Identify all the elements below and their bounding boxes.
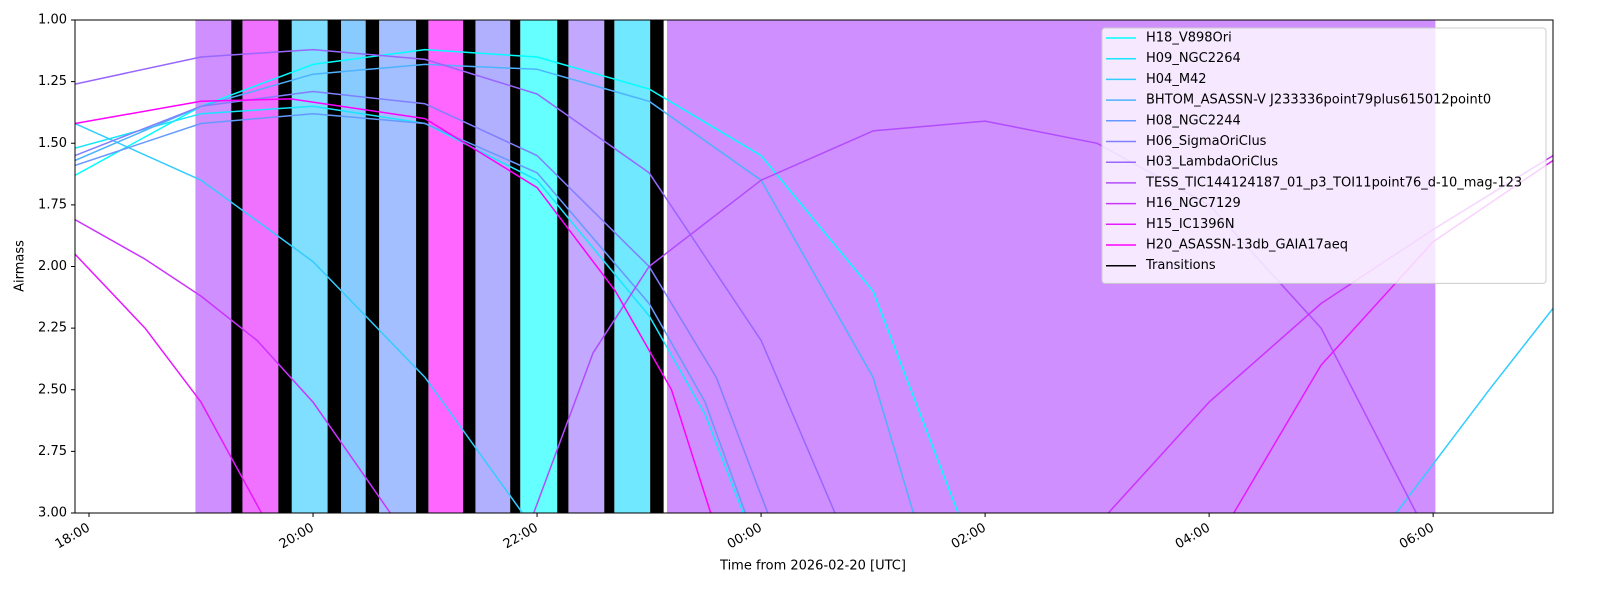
x-tick-label: 18:00 [53,521,93,553]
span [475,20,511,513]
legend-label: H04_M42 [1146,72,1207,87]
legend: H18_V898Ori H09_NGC2264 H04_M42 BHTOM_ASASS… [1101,27,1547,284]
series-line [75,48,959,513]
transition [416,20,429,513]
x-axis-label: Time from 2026-02-20 [UTC] [719,559,906,574]
y-tick-label: 3.00 [38,506,67,521]
x-tick-label: 00:00 [725,521,765,553]
series-line [75,122,1553,513]
x-tick-label: 06:00 [1397,521,1437,553]
series-line [75,105,744,513]
span [195,20,232,513]
y-tick-label: 2.75 [38,444,67,459]
transition [231,20,243,513]
span [614,20,651,513]
series-line [75,90,769,513]
y-tick-label: 2.25 [38,321,67,336]
y-axis-label: Airmass [13,240,28,292]
span [568,20,605,513]
span [341,20,366,513]
transition [650,20,664,513]
span [520,20,558,513]
legend-label: H20_ASASSN-13db_GAIA17aeq [1146,238,1348,253]
legend-label: BHTOM_ASASSN-V J233336point79plus615012p… [1146,93,1491,108]
span [428,20,464,513]
x-tick-label: 04:00 [1173,521,1213,553]
transition [557,20,569,513]
legend-label: Transitions [1145,258,1216,273]
legend-label: H09_NGC2264 [1146,51,1241,66]
span [379,20,417,513]
transition [327,20,342,513]
x-tick-label: 20:00 [277,521,317,553]
x-tick-label: 02:00 [949,521,989,553]
span [242,20,279,513]
series-line [75,48,836,513]
series-line [75,98,712,513]
y-tick-label: 2.50 [38,382,67,397]
y-tick-label: 2.00 [38,259,67,274]
transition [365,20,380,513]
y-tick-label: 1.50 [38,136,67,151]
y-tick-label: 1.75 [38,197,67,212]
legend-label: H18_V898Ori [1146,31,1232,46]
series-line [75,112,747,513]
legend-label: H15_IC1396N [1146,217,1235,232]
lines-layer [75,48,1553,513]
legend-box [1101,27,1547,284]
legend-label: H03_LambdaOriClus [1146,155,1278,170]
legend-label: H06_SigmaOriClus [1146,134,1267,149]
transition [278,20,292,513]
legend-label: H16_NGC7129 [1146,196,1241,211]
y-tick-label: 1.25 [38,74,67,89]
transition [510,20,521,513]
y-tick-label: 1.00 [38,13,67,28]
series-line [75,63,915,513]
x-tick-label: 22:00 [501,521,541,553]
legend-label: H08_NGC2244 [1146,113,1241,128]
legend-label: TESS_TIC144124187_01_p3_TOI11point76_d-1… [1145,175,1522,190]
